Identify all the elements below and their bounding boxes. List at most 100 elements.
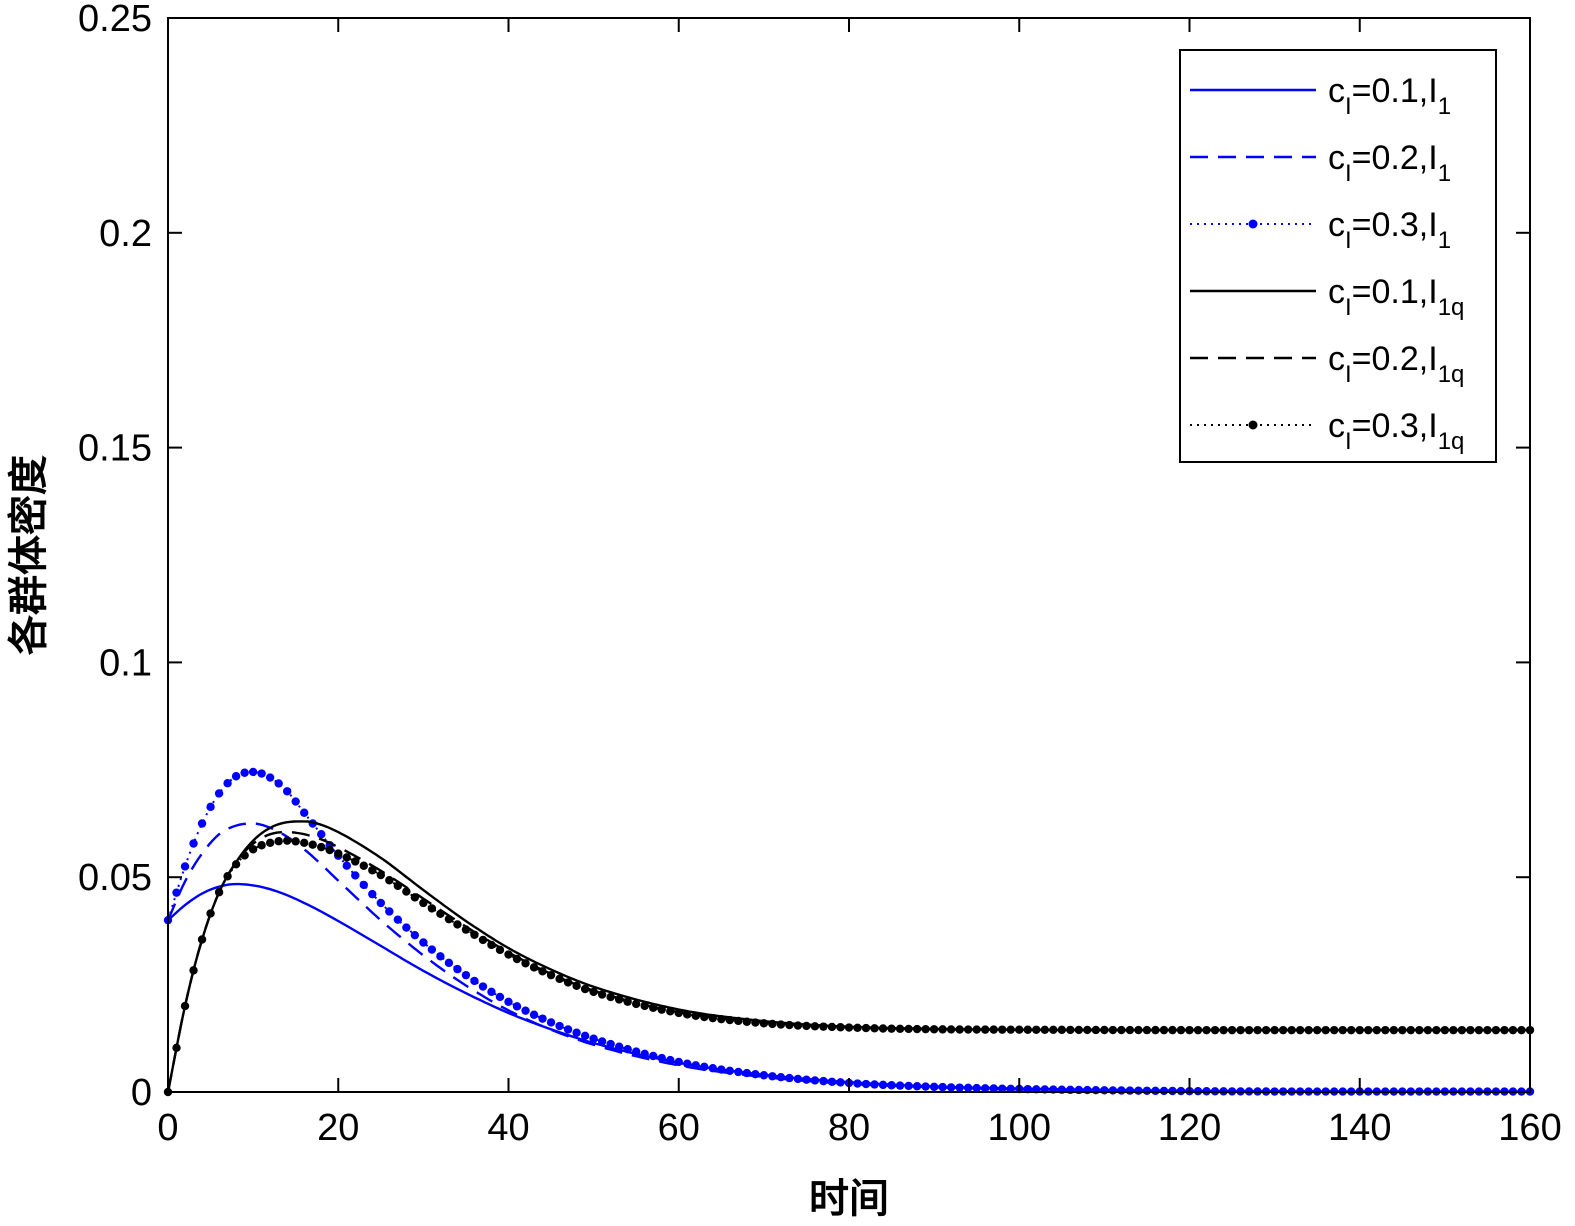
data-point xyxy=(631,1047,641,1056)
data-point xyxy=(734,1016,743,1026)
x-tick-label: 100 xyxy=(988,1107,1051,1149)
data-point xyxy=(1381,1025,1390,1035)
data-point xyxy=(1347,1025,1356,1035)
data-point xyxy=(1312,1025,1322,1035)
data-point xyxy=(478,982,488,991)
data-point xyxy=(308,840,317,849)
data-point xyxy=(1398,1025,1407,1035)
data-point xyxy=(946,1083,956,1092)
data-point xyxy=(1125,1025,1135,1035)
data-point xyxy=(1193,1025,1203,1035)
legend-label: cI=0.1,I1q xyxy=(1328,273,1464,321)
data-point xyxy=(1142,1086,1152,1095)
data-point xyxy=(393,915,403,924)
data-point xyxy=(742,1068,752,1078)
x-tick-label: 80 xyxy=(828,1107,870,1149)
data-point xyxy=(189,966,198,975)
data-point xyxy=(495,992,505,1002)
x-tick-label: 0 xyxy=(157,1107,178,1149)
data-point xyxy=(955,1083,964,1092)
data-point xyxy=(300,838,309,848)
data-point xyxy=(853,1079,862,1088)
legend-entry: cI=0.1,I1q xyxy=(1190,273,1464,321)
data-point xyxy=(1108,1086,1118,1095)
data-point xyxy=(844,1023,854,1032)
data-point xyxy=(214,789,224,798)
data-point xyxy=(231,860,241,869)
data-point xyxy=(368,866,377,875)
data-point xyxy=(1066,1025,1075,1035)
x-tick-label: 60 xyxy=(658,1107,700,1149)
data-point xyxy=(946,1025,956,1034)
legend-label: cI=0.2,I1q xyxy=(1328,340,1464,388)
data-point xyxy=(963,1025,973,1034)
y-tick-label: 0.25 xyxy=(78,0,152,40)
data-point xyxy=(819,1076,828,1086)
data-point xyxy=(810,1022,820,1031)
data-point xyxy=(265,838,275,848)
data-point xyxy=(921,1082,930,1091)
data-point xyxy=(614,995,624,1004)
series-5 xyxy=(163,836,1535,1097)
x-tick-label: 40 xyxy=(487,1107,529,1149)
data-point xyxy=(1151,1086,1160,1096)
data-point xyxy=(717,1065,726,1074)
data-point xyxy=(521,1006,530,1015)
data-point xyxy=(1466,1025,1475,1035)
data-point xyxy=(836,1078,845,1087)
data-point xyxy=(631,999,641,1009)
data-point xyxy=(802,1075,811,1084)
data-point xyxy=(998,1025,1007,1034)
data-point xyxy=(274,837,283,846)
data-point xyxy=(512,1002,522,1011)
data-point xyxy=(963,1083,973,1093)
data-point xyxy=(666,1007,675,1016)
data-point xyxy=(402,887,411,896)
data-point xyxy=(214,888,224,897)
data-point xyxy=(734,1067,743,1077)
data-point xyxy=(759,1071,769,1080)
data-point xyxy=(1236,1025,1245,1035)
data-point xyxy=(921,1024,930,1034)
data-point xyxy=(572,1028,581,1037)
legend-label: cI=0.3,I1 xyxy=(1328,206,1451,254)
data-point xyxy=(827,1022,837,1032)
data-point xyxy=(938,1025,947,1034)
data-point xyxy=(453,964,462,974)
legend-box xyxy=(1179,49,1497,463)
data-point xyxy=(427,904,437,913)
data-point xyxy=(989,1025,998,1034)
data-point xyxy=(1406,1025,1416,1035)
data-point xyxy=(691,1061,700,1070)
data-point xyxy=(487,987,496,997)
data-point xyxy=(555,974,564,984)
data-point xyxy=(1117,1025,1126,1035)
data-point xyxy=(529,1010,539,1019)
data-point xyxy=(1219,1025,1228,1035)
y-tick-label: 0.05 xyxy=(78,857,152,899)
legend-marker xyxy=(1248,219,1258,229)
data-point xyxy=(317,842,326,852)
data-point xyxy=(870,1080,879,1089)
data-point xyxy=(240,851,249,860)
data-point xyxy=(265,773,275,782)
data-point xyxy=(1270,1025,1279,1035)
data-point xyxy=(623,997,632,1006)
data-point xyxy=(1304,1025,1313,1035)
data-point xyxy=(206,909,215,918)
data-point xyxy=(1517,1025,1526,1035)
data-point xyxy=(1389,1025,1399,1035)
data-point xyxy=(444,958,454,968)
data-point xyxy=(402,923,411,932)
data-point xyxy=(1321,1025,1330,1035)
data-point xyxy=(325,845,334,855)
data-point xyxy=(1006,1084,1015,1094)
data-point xyxy=(172,1043,181,1053)
data-point xyxy=(1364,1025,1373,1035)
data-point xyxy=(197,819,207,828)
data-point xyxy=(725,1066,735,1075)
data-point xyxy=(878,1080,888,1090)
data-point xyxy=(546,970,556,980)
data-point xyxy=(478,935,488,945)
